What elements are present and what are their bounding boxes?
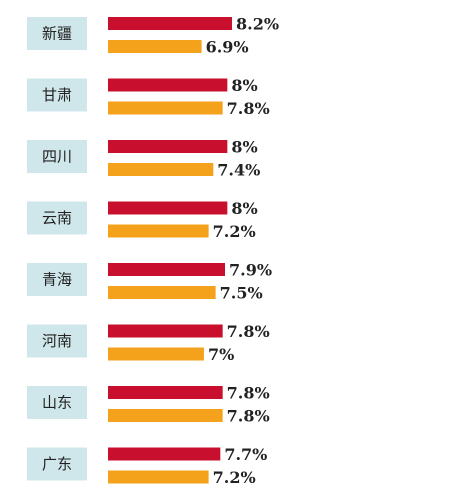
bar-series-1 bbox=[108, 324, 223, 338]
data-label: 7.4% bbox=[217, 161, 260, 180]
data-label: 7.8% bbox=[227, 322, 270, 341]
bar-series-2 bbox=[108, 286, 216, 299]
category-label: 新疆 bbox=[42, 25, 72, 43]
data-label: 8.2% bbox=[236, 15, 279, 34]
category-group: 河南 7.8% 7% bbox=[27, 322, 270, 364]
category-group: 广东 7.7% 7.2% bbox=[27, 445, 267, 487]
data-label: 8% bbox=[231, 76, 257, 95]
category-group: 云南 8% 7.2% bbox=[27, 199, 258, 241]
category-label-box bbox=[27, 386, 87, 419]
category-label: 青海 bbox=[42, 271, 72, 289]
category-group: 新疆 8.2% 6.9% bbox=[27, 15, 279, 57]
category-label-box bbox=[27, 201, 87, 235]
category-label-box bbox=[27, 140, 87, 173]
data-label: 7.2% bbox=[213, 468, 256, 487]
bar-series-2 bbox=[108, 409, 223, 422]
category-label-box bbox=[27, 78, 87, 112]
category-group: 青海 7.9% 7.5% bbox=[27, 261, 272, 303]
bar-series-2 bbox=[108, 163, 214, 176]
bar-series-1 bbox=[108, 386, 223, 399]
data-label: 7.8% bbox=[227, 99, 270, 118]
category-label: 云南 bbox=[42, 209, 72, 227]
bar-series-1 bbox=[108, 140, 228, 153]
data-label: 7% bbox=[208, 345, 234, 364]
data-label: 8% bbox=[231, 199, 257, 218]
data-label: 7.8% bbox=[227, 407, 270, 426]
category-label-box bbox=[27, 324, 87, 358]
data-label: 7.8% bbox=[227, 384, 270, 403]
category-label-box bbox=[27, 263, 87, 296]
category-label: 四川 bbox=[42, 148, 72, 166]
bar-series-2 bbox=[108, 40, 202, 53]
category-label: 山东 bbox=[42, 394, 72, 412]
category-label-box bbox=[27, 17, 87, 50]
bar-series-1 bbox=[108, 201, 228, 215]
category-group: 山东 7.8% 7.8% bbox=[27, 384, 270, 426]
data-label: 7.2% bbox=[213, 222, 256, 241]
bar-series-2 bbox=[108, 101, 223, 115]
bar-series-1 bbox=[108, 447, 221, 461]
bar-series-1 bbox=[108, 78, 228, 92]
category-group: 四川 8% 7.4% bbox=[27, 138, 260, 180]
data-label: 8% bbox=[231, 138, 257, 157]
bar-series-2 bbox=[108, 347, 204, 361]
bar-series-2 bbox=[108, 224, 209, 238]
bar-series-1 bbox=[108, 263, 225, 276]
category-label: 广东 bbox=[42, 455, 72, 473]
category-label-box bbox=[27, 447, 87, 481]
bar-series-1 bbox=[108, 17, 233, 30]
data-label: 6.9% bbox=[206, 38, 249, 57]
category-label: 河南 bbox=[42, 332, 72, 350]
data-label: 7.9% bbox=[229, 261, 272, 280]
data-label: 7.7% bbox=[224, 445, 267, 464]
bar-series-2 bbox=[108, 470, 209, 484]
category-group: 甘肃 8% 7.8% bbox=[27, 76, 270, 118]
data-label: 7.5% bbox=[220, 284, 263, 303]
category-label: 甘肃 bbox=[42, 86, 72, 104]
